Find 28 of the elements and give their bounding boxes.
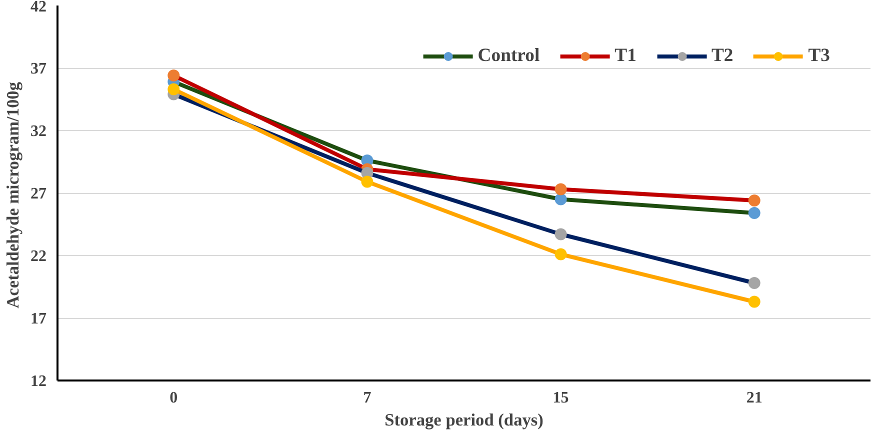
x-tick-label: 0 <box>170 390 178 406</box>
legend-label: T1 <box>614 45 636 67</box>
point <box>748 296 760 308</box>
x-axis-title: Storage period (days) <box>384 410 544 430</box>
point <box>168 83 180 96</box>
y-tick-label: 22 <box>30 248 46 265</box>
y-axis-title: Acetaldehyde microgram/100g <box>4 82 22 308</box>
y-tick-label: 12 <box>30 373 46 390</box>
point <box>748 277 760 289</box>
y-tick-label: 32 <box>30 123 46 140</box>
point <box>748 194 760 206</box>
legend-label: Control <box>478 45 540 67</box>
y-tick-label: 42 <box>30 0 46 16</box>
y-tick-label: 27 <box>30 186 46 202</box>
point <box>361 176 374 188</box>
legend-label: T3 <box>808 45 830 67</box>
legend-label: T2 <box>711 45 734 67</box>
point <box>554 183 567 196</box>
y-tick-label: 17 <box>30 310 46 328</box>
point <box>168 70 180 82</box>
x-tick-label: 21 <box>746 390 762 406</box>
point <box>554 228 567 240</box>
point <box>554 248 567 260</box>
point <box>554 193 567 206</box>
x-tick-label: 15 <box>552 390 569 406</box>
point <box>748 207 760 219</box>
x-tick-label: 7 <box>363 390 372 406</box>
y-tick-label: 37 <box>30 60 46 78</box>
